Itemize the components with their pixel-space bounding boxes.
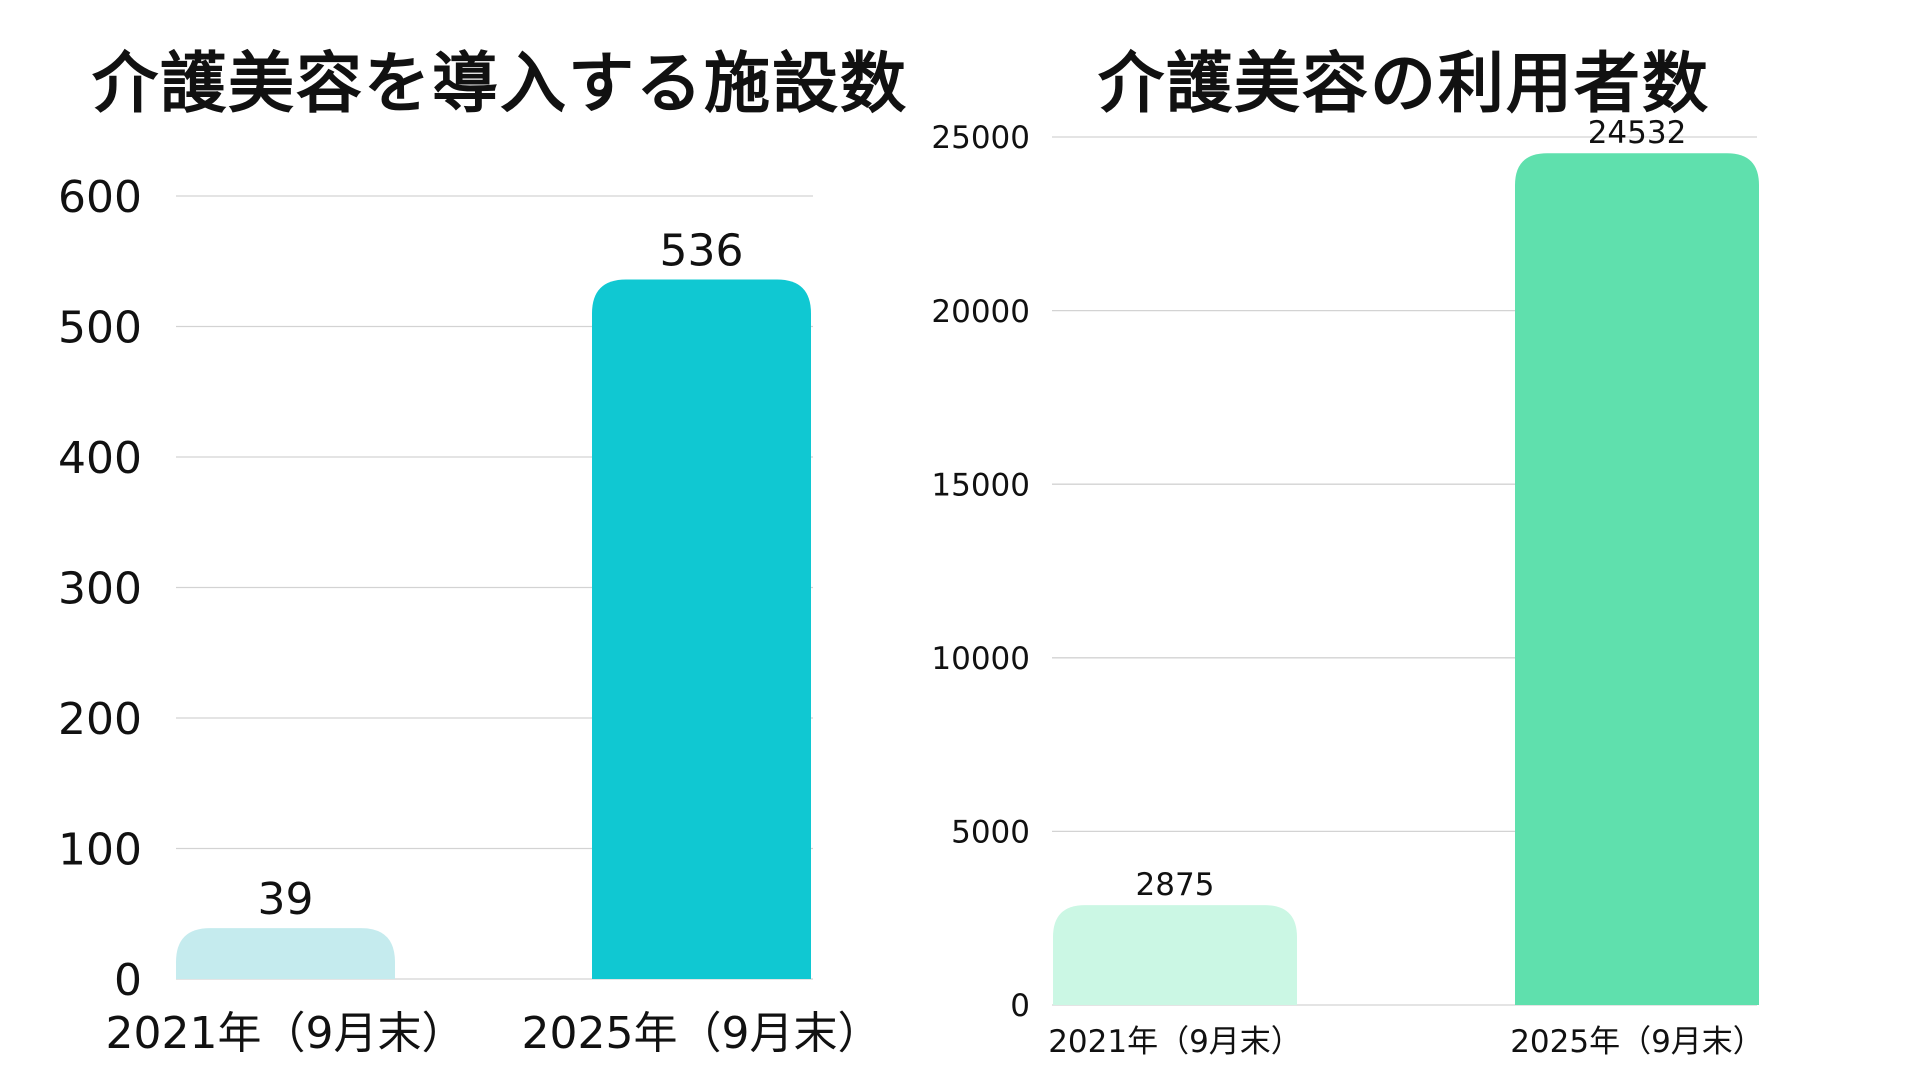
bar (176, 928, 395, 979)
y-tick-label: 500 (58, 302, 142, 353)
facilities-chart-title: 介護美容を導入する施設数 (92, 45, 908, 122)
data-label: 39 (258, 874, 314, 925)
data-label: 24532 (1588, 115, 1687, 151)
x-category-label: 2025年（9月末） (522, 1008, 882, 1059)
y-tick-label: 200 (58, 694, 142, 745)
y-tick-label: 400 (58, 433, 142, 484)
data-label: 536 (660, 226, 744, 277)
y-tick-label: 0 (114, 955, 142, 1006)
bar (1515, 153, 1759, 1005)
y-tick-label: 25000 (931, 120, 1030, 156)
y-tick-label: 20000 (931, 294, 1030, 330)
bar (592, 279, 811, 979)
users-chart-title: 介護美容の利用者数 (1098, 45, 1710, 122)
facilities-bar-chart: 0 100 200 300 400 500 600 39 2021年（9月末） 536 2025年（… (58, 172, 882, 1059)
y-tick-label: 15000 (931, 467, 1030, 503)
y-tick-label: 300 (58, 563, 142, 614)
y-tick-label: 0 (1010, 988, 1030, 1024)
x-category-label: 2021年（9月末） (1048, 1024, 1302, 1060)
x-category-label: 2025年（9月末） (1510, 1024, 1764, 1060)
data-label: 2875 (1136, 867, 1215, 903)
bar (1053, 905, 1297, 1005)
x-category-label: 2021年（9月末） (106, 1008, 466, 1059)
y-tick-label: 10000 (931, 641, 1030, 677)
y-tick-label: 5000 (951, 815, 1030, 851)
y-tick-label: 600 (58, 172, 142, 223)
y-tick-label: 100 (58, 824, 142, 875)
